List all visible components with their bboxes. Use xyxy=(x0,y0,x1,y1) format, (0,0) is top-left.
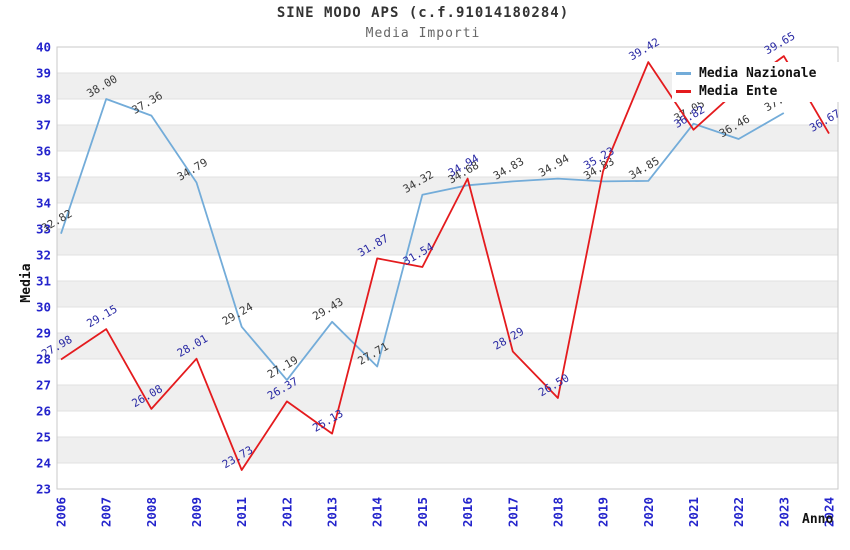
legend-line-sample-red xyxy=(676,89,691,93)
x-tick-label: 2007 xyxy=(99,497,114,527)
y-tick-label: 28 xyxy=(36,352,51,367)
x-tick-label: 2020 xyxy=(641,497,656,527)
y-tick-label: 40 xyxy=(36,40,51,55)
y-tick-label: 33 xyxy=(36,222,51,237)
y-tick-label: 27 xyxy=(36,378,51,393)
legend-item-media-nazionale: Media Nazionale xyxy=(672,65,843,81)
y-tick-label: 35 xyxy=(36,170,51,185)
x-tick-label: 2011 xyxy=(234,497,249,527)
y-tick-label: 29 xyxy=(36,326,51,341)
y-tick-label: 36 xyxy=(36,144,51,159)
series-line-media-nazionale xyxy=(60,98,785,382)
y-tick-label: 34 xyxy=(36,196,51,211)
grid-band xyxy=(57,333,838,359)
y-tick-label: 39 xyxy=(36,66,51,81)
x-tick-label: 2015 xyxy=(415,497,430,527)
x-tick-label: 2016 xyxy=(460,497,475,527)
x-axis-title: Anno xyxy=(802,512,833,527)
x-tick-label: 2022 xyxy=(731,497,746,527)
y-tick-label: 24 xyxy=(36,456,51,471)
legend-label: Media Nazionale xyxy=(699,65,817,81)
x-tick-label: 2008 xyxy=(144,497,159,527)
chart-subtitle: Media Importi xyxy=(365,26,481,41)
grid-band xyxy=(57,437,838,463)
x-tick-label: 2023 xyxy=(776,497,791,527)
y-tick-label: 37 xyxy=(36,118,51,133)
y-tick-label: 31 xyxy=(36,274,51,289)
y-axis-title: Media xyxy=(19,263,34,302)
plot-border xyxy=(56,46,839,490)
y-tick-label: 30 xyxy=(36,300,51,315)
y-tick-label: 26 xyxy=(36,404,51,419)
x-tick-label: 2006 xyxy=(54,497,69,527)
x-tick-label: 2017 xyxy=(505,497,520,527)
x-tick-label: 2014 xyxy=(370,497,385,527)
series-line-media-ente xyxy=(60,55,830,471)
x-tick-label: 2021 xyxy=(686,497,701,527)
y-tick-label: 32 xyxy=(36,248,51,263)
grid-band xyxy=(57,385,838,411)
x-tick-label: 2018 xyxy=(550,497,565,527)
legend: Media Nazionale Media Ente xyxy=(672,62,843,102)
legend-line-sample-blue xyxy=(676,71,691,75)
chart-title: SINE MODO APS (c.f.91014180284) xyxy=(276,5,570,21)
legend-item-media-ente: Media Ente xyxy=(672,83,843,99)
x-tick-label: 2012 xyxy=(279,497,294,527)
grid-band xyxy=(57,281,838,307)
y-tick-label: 38 xyxy=(36,92,51,107)
legend-label: Media Ente xyxy=(699,83,778,99)
x-tick-label: 2009 xyxy=(189,497,204,527)
x-tick-label: 2024 xyxy=(822,497,837,527)
x-tick-label: 2013 xyxy=(325,497,340,527)
data-point-label: 34.94 xyxy=(536,152,572,180)
y-tick-label: 25 xyxy=(36,430,51,445)
y-tick-label: 23 xyxy=(36,482,51,497)
grid-band xyxy=(57,229,838,255)
x-tick-label: 2019 xyxy=(596,497,611,527)
